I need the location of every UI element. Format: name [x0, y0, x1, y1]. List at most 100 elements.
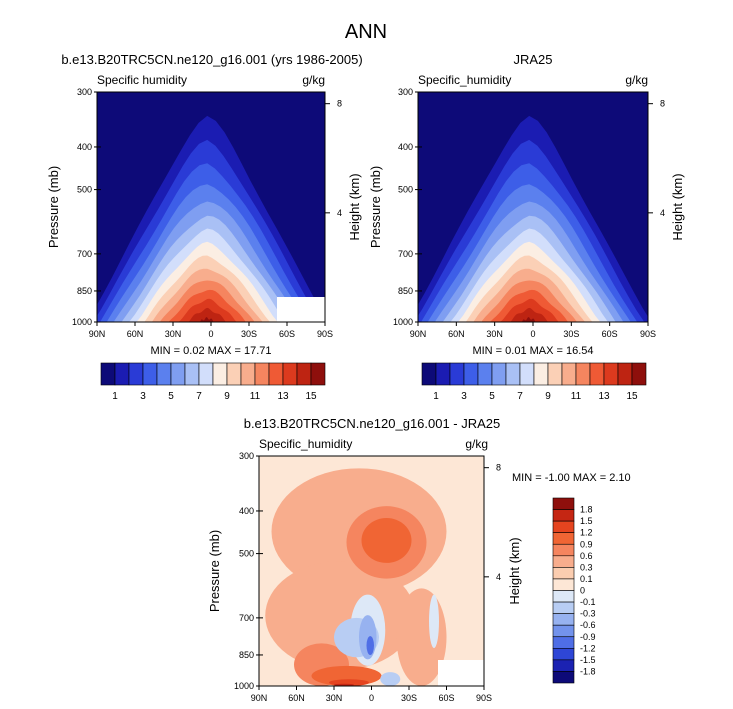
colorbar-swatch [212, 362, 228, 386]
x-tick-label: 60S [438, 693, 454, 703]
colorbar-label: 9 [545, 391, 551, 402]
y-tick-label: 700 [398, 249, 413, 259]
colorbar-swatch [282, 362, 298, 386]
y-axis-label: Pressure (mb) [207, 530, 222, 612]
colorbar-label: 15 [626, 391, 638, 402]
panel-difference: b.e13.B20TRC5CN.ne120_g16.001 - JRA25 Sp… [207, 416, 631, 703]
height-tick-label: 4 [337, 208, 342, 218]
contour-field [97, 92, 325, 322]
colorbar-swatch [100, 362, 116, 386]
panel-reanalysis: JRA25 Specific_humidity g/kg 300 400 500 70… [368, 52, 685, 357]
x-tick-label: 30N [326, 693, 343, 703]
x-tick-label: 0 [369, 693, 374, 703]
colorbar-swatch [552, 532, 575, 545]
y-tick-label: 300 [77, 87, 92, 97]
x-tick-label: 30S [401, 693, 417, 703]
y-axis-left: 300 400 500 700 850 1000 [393, 87, 422, 327]
colorbar-swatch [552, 590, 575, 603]
colorbar-label: 0 [580, 586, 585, 596]
colorbar-swatch [114, 362, 130, 386]
contour-level [380, 672, 401, 686]
height-tick-label: 8 [337, 99, 342, 109]
colorbar-swatch [491, 362, 507, 386]
colorbar-swatch [184, 362, 200, 386]
missing-data-region [438, 660, 484, 686]
stats-label: MIN = 0.02 MAX = 17.71 [150, 345, 271, 357]
y-tick-label: 500 [239, 549, 254, 559]
colorbar-swatch [552, 671, 575, 684]
colorbar-swatch [552, 520, 575, 533]
colorbar-swatch [268, 362, 284, 386]
colorbar-label: -0.9 [580, 632, 596, 642]
contour-level [429, 594, 439, 649]
colorbar-label: -1.2 [580, 643, 596, 653]
x-tick-label: 90S [476, 693, 492, 703]
x-tick-label: 0 [530, 329, 535, 339]
colorbar-swatch [505, 362, 521, 386]
colorbar-label: 1.5 [580, 516, 593, 526]
colorbar-label: 3 [461, 391, 467, 402]
colorbar-label: 0.6 [580, 551, 593, 561]
variable-label: Specific humidity [97, 73, 187, 87]
y-tick-label: 700 [239, 613, 254, 623]
height-tick-label: 4 [660, 208, 665, 218]
height-axis-label: Height (km) [670, 173, 685, 240]
colorbar-swatch [198, 362, 214, 386]
contour-field [259, 456, 484, 686]
unit-label: g/kg [625, 73, 648, 87]
x-tick-label: 90S [317, 329, 333, 339]
colorbar-swatch [561, 362, 577, 386]
contour-level [521, 317, 537, 322]
colorbar-swatch [552, 567, 575, 580]
x-tick-label: 60N [288, 693, 305, 703]
contour-level [509, 307, 549, 322]
colorbar-swatch [552, 624, 575, 638]
colorbar-label: -0.6 [580, 620, 596, 630]
contour-level [187, 307, 227, 322]
y-tick-label: 400 [398, 142, 413, 152]
height-axis-label: Height (km) [347, 173, 362, 240]
x-axis: 90N 60N 30N 0 30S 60S 90S [410, 322, 656, 339]
y-axis-left: 300 400 500 700 850 1000 [72, 87, 101, 327]
y-tick-label: 1000 [393, 317, 413, 327]
colorbar-swatch [142, 362, 158, 386]
contour-level [361, 517, 412, 563]
colorbar-swatch [589, 362, 605, 386]
colorbar-label: 1.8 [580, 505, 593, 515]
colorbar-swatch [631, 362, 647, 386]
colorbar-swatch [463, 362, 479, 386]
colorbar-label: 5 [489, 391, 495, 402]
colorbar-label: 0.3 [580, 562, 593, 572]
x-tick-label: 90N [89, 329, 106, 339]
colorbar-label: -1.8 [580, 666, 596, 676]
colorbar-swatch [575, 362, 591, 386]
x-axis: 90N 60N 30N 0 30S 60S 90S [89, 322, 333, 339]
colorbar-label: 13 [598, 391, 610, 402]
panel-title: JRA25 [513, 52, 552, 67]
stats-label: MIN = -1.00 MAX = 2.10 [512, 472, 631, 484]
y-tick-label: 850 [239, 650, 254, 660]
unit-label: g/kg [465, 437, 488, 451]
colorbar-swatch [552, 555, 575, 568]
colorbar-label: 1 [433, 391, 439, 402]
x-tick-label: 90S [640, 329, 656, 339]
y-axis-right: 84 [484, 463, 501, 582]
colorbar-swatch [617, 362, 633, 386]
panel-title: b.e13.B20TRC5CN.ne120_g16.001 (yrs 1986-… [61, 52, 362, 67]
x-tick-label: 60S [279, 329, 295, 339]
x-tick-label: 60N [448, 329, 465, 339]
stats-label: MIN = 0.01 MAX = 16.54 [472, 345, 593, 357]
x-tick-label: 30N [486, 329, 503, 339]
x-tick-label: 90N [251, 693, 268, 703]
colorbar-swatch [296, 362, 312, 386]
colorbar-swatch [477, 362, 493, 386]
unit-label: g/kg [302, 73, 325, 87]
variable-label: Specific_humidity [259, 437, 352, 451]
colorbar-reanalysis: 1 3 5 7 9 11 13 15 [421, 362, 647, 402]
colorbar-swatch [170, 362, 186, 386]
y-tick-label: 400 [239, 506, 254, 516]
colorbar-swatch [552, 601, 575, 614]
y-tick-label: 1000 [234, 681, 254, 691]
colorbar-label: 7 [196, 391, 202, 402]
y-axis-left: 300 400 500 700 850 1000 [234, 451, 263, 691]
